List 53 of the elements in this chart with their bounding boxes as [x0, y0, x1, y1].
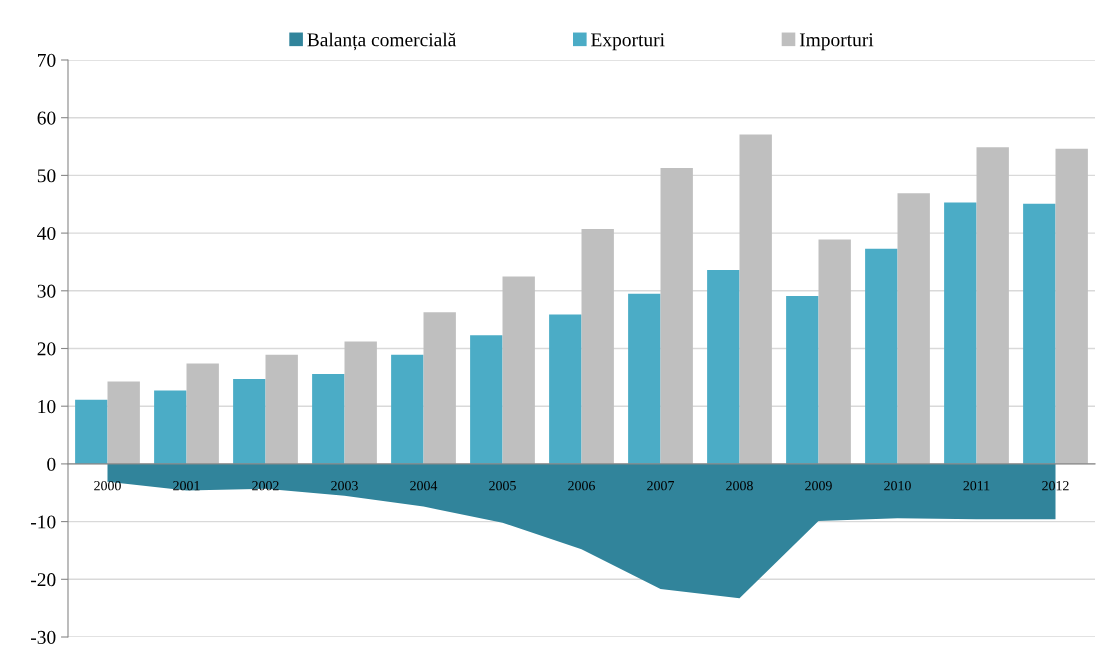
y-tick-label: 30 — [37, 284, 56, 298]
y-tick-label: 10 — [38, 400, 56, 414]
y-tick-label: -10 — [31, 515, 56, 529]
y-tick-label: 50 — [37, 169, 56, 183]
bar — [502, 276, 535, 464]
y-tick-label: 20 — [37, 342, 56, 356]
y-tick-label: 60 — [37, 111, 56, 125]
bar — [470, 335, 503, 464]
bar — [265, 354, 298, 464]
bar — [818, 239, 851, 464]
bar — [897, 193, 930, 464]
x-tick-label: 2003 — [331, 480, 358, 491]
bar — [423, 312, 456, 464]
x-tick-label: 2005 — [489, 480, 516, 491]
y-tick-label: 70 — [38, 53, 56, 67]
x-tick-label: 2009 — [805, 480, 832, 491]
bar — [786, 295, 819, 464]
x-tick-label: 2000 — [94, 480, 121, 491]
x-tick-label: 2010 — [884, 480, 911, 491]
y-tick-label: -30 — [31, 630, 56, 644]
bar — [344, 341, 377, 464]
x-tick-label: 2007 — [647, 480, 674, 491]
bar — [107, 381, 140, 464]
bar — [154, 390, 187, 464]
legend-label: Balanța comercială — [307, 32, 457, 51]
x-tick-label: 2006 — [568, 480, 595, 491]
bar — [865, 248, 898, 464]
bar — [391, 354, 424, 464]
bar — [75, 399, 108, 464]
bar — [660, 167, 693, 464]
bar — [549, 314, 582, 464]
bar — [1023, 203, 1056, 464]
x-tick-label: 2008 — [726, 480, 753, 491]
bar — [186, 363, 219, 464]
x-tick-label: 2012 — [1042, 480, 1069, 491]
bar — [581, 229, 614, 464]
y-tick-label: 40 — [37, 226, 56, 241]
legend-label: Exporturi — [591, 33, 665, 51]
x-tick-label: 2002 — [252, 480, 279, 491]
x-tick-label: 2004 — [410, 480, 438, 491]
bar — [944, 202, 977, 464]
bar — [233, 379, 266, 464]
bar — [976, 147, 1009, 464]
x-tick-label: 2011 — [963, 480, 990, 491]
bar — [1055, 148, 1088, 464]
y-tick-label: 0 — [47, 457, 56, 471]
bar — [707, 270, 740, 464]
x-tick-label: 2001 — [173, 480, 200, 491]
legend-label: Importuri — [799, 33, 874, 51]
bar — [739, 134, 772, 464]
bar — [628, 293, 661, 464]
bar — [312, 373, 345, 464]
y-tick-label: -20 — [31, 573, 56, 587]
